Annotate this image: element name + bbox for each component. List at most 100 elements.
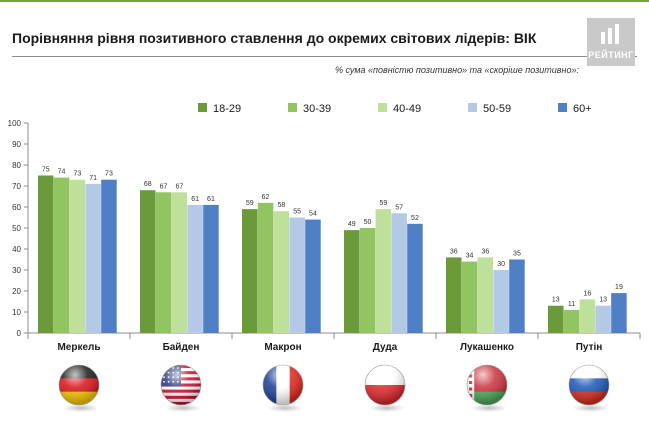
legend-swatch bbox=[288, 103, 297, 112]
flag-shadow bbox=[573, 404, 609, 412]
bar bbox=[289, 217, 305, 333]
bar bbox=[375, 209, 392, 333]
flag-shadow bbox=[471, 404, 507, 412]
x-category-label: Лукашенко bbox=[460, 342, 514, 353]
legend-swatch bbox=[558, 103, 567, 112]
data-label: 73 bbox=[105, 171, 113, 178]
x-category-label: Макрон bbox=[264, 342, 301, 353]
bar bbox=[101, 179, 117, 333]
y-tick-label: 10 bbox=[12, 308, 21, 317]
flag-rim bbox=[466, 364, 508, 406]
legend-label: 18-29 bbox=[213, 103, 241, 115]
bar bbox=[273, 211, 290, 333]
data-label: 67 bbox=[175, 183, 183, 190]
bar bbox=[305, 219, 321, 333]
bar bbox=[611, 293, 627, 333]
y-tick-label: 20 bbox=[12, 287, 21, 296]
y-tick-label: 60 bbox=[12, 203, 21, 212]
bar bbox=[493, 270, 509, 333]
top-accent-line bbox=[0, 0, 649, 2]
flag-shadow bbox=[267, 404, 303, 412]
data-label: 13 bbox=[599, 297, 607, 304]
data-label: 52 bbox=[411, 215, 419, 222]
legend-swatch bbox=[198, 103, 207, 112]
flag-gloss bbox=[263, 365, 303, 405]
bar bbox=[85, 183, 101, 333]
flag-gloss bbox=[569, 365, 609, 405]
subtitle-text: % сума «повністю позитивно» та «скоріше … bbox=[334, 65, 577, 75]
flag-shadow bbox=[369, 404, 405, 412]
data-label: 49 bbox=[348, 221, 356, 228]
y-tick-label: 90 bbox=[12, 140, 21, 149]
data-label: 73 bbox=[73, 171, 81, 178]
bar bbox=[69, 179, 86, 333]
legend-swatch bbox=[378, 103, 387, 112]
flag-rim bbox=[568, 364, 610, 406]
data-label: 13 bbox=[552, 297, 560, 304]
bar bbox=[53, 177, 70, 333]
data-label: 36 bbox=[450, 248, 458, 255]
legend-swatch bbox=[468, 103, 477, 112]
flag-rim bbox=[364, 364, 406, 406]
data-label: 36 bbox=[481, 248, 489, 255]
bar bbox=[509, 259, 525, 333]
bar bbox=[391, 213, 407, 333]
y-tick-label: 100 bbox=[8, 119, 22, 128]
legend-label: 40-49 bbox=[393, 103, 421, 115]
data-label: 58 bbox=[277, 202, 285, 209]
x-category-label: Меркель bbox=[57, 342, 100, 353]
y-tick-label: 0 bbox=[17, 329, 22, 338]
rating-logo-text: РЕЙТИНГ bbox=[588, 50, 634, 60]
y-tick-label: 80 bbox=[12, 161, 21, 170]
bar bbox=[203, 204, 219, 333]
data-label: 54 bbox=[309, 211, 317, 218]
data-label: 19 bbox=[615, 284, 623, 291]
bar bbox=[407, 223, 423, 333]
data-label: 67 bbox=[160, 183, 168, 190]
data-label: 50 bbox=[364, 219, 372, 226]
x-category-label: Байден bbox=[163, 342, 200, 353]
bar bbox=[579, 299, 596, 333]
y-tick-label: 40 bbox=[12, 245, 21, 254]
data-label: 61 bbox=[207, 196, 215, 203]
bar bbox=[187, 204, 203, 333]
bar bbox=[140, 190, 156, 333]
flag-rim bbox=[262, 364, 304, 406]
rating-logo: РЕЙТИНГ bbox=[587, 18, 635, 66]
data-label: 16 bbox=[583, 290, 591, 297]
bar bbox=[595, 305, 611, 333]
y-tick-label: 30 bbox=[12, 266, 21, 275]
bar bbox=[257, 202, 274, 333]
bar bbox=[171, 192, 188, 333]
data-label: 68 bbox=[144, 181, 152, 188]
bar bbox=[548, 305, 564, 333]
data-label: 62 bbox=[262, 194, 270, 201]
chart-title: Порівняння рівня позитивного ставлення д… bbox=[12, 30, 537, 46]
data-label: 59 bbox=[246, 200, 254, 207]
y-tick-label: 70 bbox=[12, 182, 21, 191]
flag-gloss bbox=[59, 365, 99, 405]
flag-shadow bbox=[165, 404, 201, 412]
data-label: 57 bbox=[395, 204, 403, 211]
chart-subtitle: % сума «повністю позитивно» та «скоріше … bbox=[335, 65, 579, 75]
bar bbox=[38, 175, 54, 333]
data-label: 34 bbox=[466, 253, 474, 260]
x-category-label: Путін bbox=[576, 342, 603, 353]
flag-gloss bbox=[161, 365, 201, 405]
data-label: 75 bbox=[42, 167, 50, 174]
data-label: 11 bbox=[568, 301, 575, 308]
flag-gloss bbox=[467, 365, 507, 405]
flag-rim bbox=[58, 364, 100, 406]
data-label: 35 bbox=[513, 251, 521, 258]
rating-logo-icon bbox=[601, 24, 619, 44]
flag-gloss bbox=[365, 365, 405, 405]
legend-label: 30-39 bbox=[303, 103, 331, 115]
data-label: 59 bbox=[379, 200, 387, 207]
bar bbox=[359, 228, 376, 333]
y-tick-label: 50 bbox=[12, 224, 21, 233]
flag-shadow bbox=[63, 404, 99, 412]
bar bbox=[477, 257, 494, 333]
flag-rim bbox=[160, 364, 202, 406]
data-label: 30 bbox=[497, 261, 505, 268]
